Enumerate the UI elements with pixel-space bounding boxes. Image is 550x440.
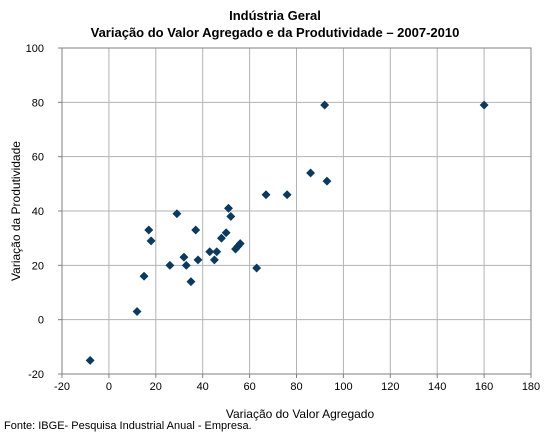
x-axis-title: Variação do Valor Agregado <box>226 407 375 421</box>
data-point <box>179 252 189 262</box>
data-point <box>193 255 203 265</box>
x-tick-label: 20 <box>150 381 162 393</box>
y-tick-label: 20 <box>32 260 44 272</box>
data-point <box>282 190 292 200</box>
x-axis: -20 0 20 40 60 80 100 120 140 160 180 <box>54 374 540 393</box>
data-point <box>139 271 149 281</box>
data-point <box>181 260 191 270</box>
y-tick-label: 100 <box>26 43 44 55</box>
data-point <box>216 233 227 243</box>
x-tick-label: 160 <box>475 381 493 393</box>
x-tick-label: 60 <box>243 381 255 393</box>
x-tick-label: 40 <box>197 381 209 393</box>
source-note: Fonte: IBGE- Pesquisa Industrial Anual -… <box>4 420 252 432</box>
y-axis: -20 0 20 40 60 80 100 <box>26 43 62 381</box>
data-point <box>85 355 95 365</box>
data-point <box>205 247 215 257</box>
chart-title: Indústria Geral <box>229 8 321 23</box>
x-tick-label: 140 <box>428 381 446 393</box>
data-point <box>221 228 231 238</box>
data-point <box>165 260 175 270</box>
data-point <box>144 225 154 235</box>
x-tick-label: 120 <box>381 381 399 393</box>
data-point <box>322 176 332 186</box>
data-point <box>252 263 262 273</box>
data-point <box>212 247 222 257</box>
data-point <box>191 225 201 235</box>
x-tick-label: 180 <box>522 381 540 393</box>
x-tick-label: 0 <box>106 381 112 393</box>
data-point <box>306 168 316 178</box>
x-tick-label: 100 <box>334 381 352 393</box>
y-tick-label: -20 <box>28 369 44 381</box>
data-point <box>223 203 234 213</box>
data-point <box>226 211 236 221</box>
data-point <box>186 277 196 287</box>
x-tick-label: 80 <box>290 381 302 393</box>
data-point <box>235 239 245 249</box>
data-point <box>132 306 142 317</box>
y-tick-label: 80 <box>32 97 44 109</box>
data-point <box>146 236 156 246</box>
data-point <box>261 190 271 200</box>
y-tick-label: 40 <box>32 206 44 218</box>
data-point <box>172 209 182 219</box>
data-series <box>85 100 489 365</box>
x-tick-label: -20 <box>54 381 70 393</box>
data-point <box>479 100 489 110</box>
data-point <box>320 100 330 110</box>
y-tick-label: 0 <box>38 315 44 327</box>
y-tick-label: 60 <box>32 152 44 164</box>
data-point <box>209 255 219 265</box>
y-axis-title: Variação da Produtividade <box>9 141 23 281</box>
chart-subtitle: Variação do Valor Agregado e da Produtiv… <box>90 25 460 40</box>
